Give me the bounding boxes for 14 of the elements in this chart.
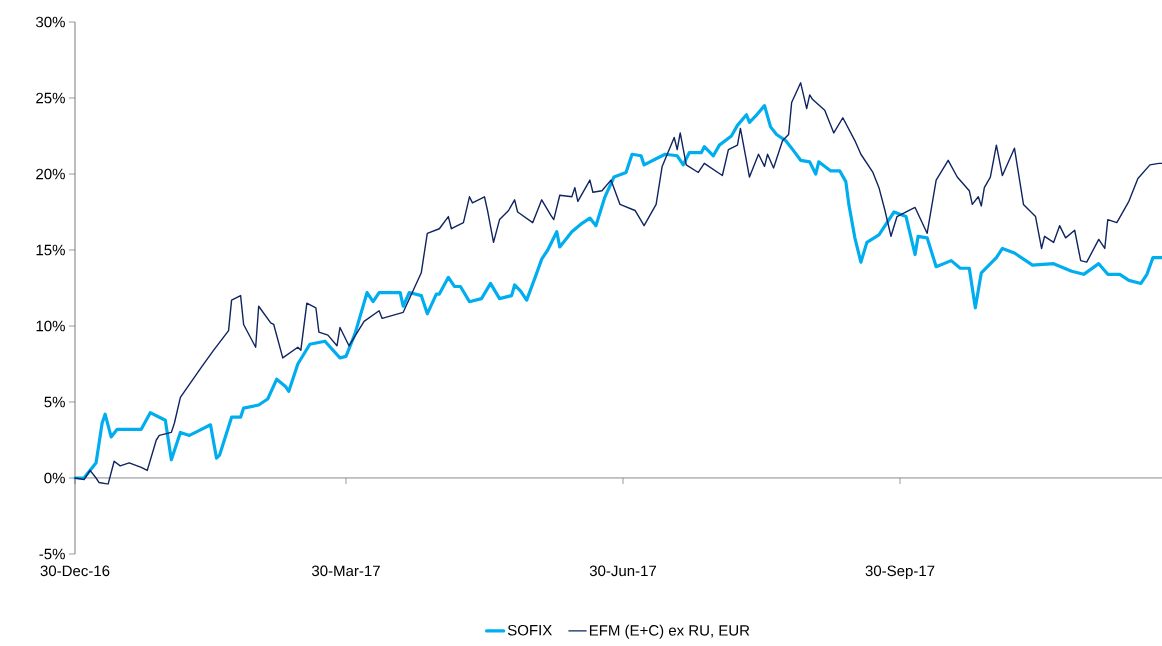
y-tick-label: 25% (36, 92, 65, 104)
y-tick-label: 5% (44, 396, 65, 408)
y-tick-label: 20% (36, 168, 65, 180)
y-tick-label: 10% (36, 320, 65, 332)
y-tick-label: 15% (36, 244, 65, 256)
y-tick-label: -5% (39, 548, 65, 560)
x-tick-label: 30-Jun-17 (589, 565, 657, 577)
x-tick-label: 30-Dec-16 (40, 565, 110, 577)
x-tick-label: 30-Mar-17 (311, 565, 380, 577)
legend-label: EFM (E+C) ex RU, EUR (589, 624, 750, 639)
y-tick-label: 0% (44, 472, 65, 484)
legend-label: SOFIX (507, 624, 552, 636)
x-tick-label: 30-Sep-17 (865, 565, 935, 580)
y-tick-label: 30% (36, 16, 65, 28)
